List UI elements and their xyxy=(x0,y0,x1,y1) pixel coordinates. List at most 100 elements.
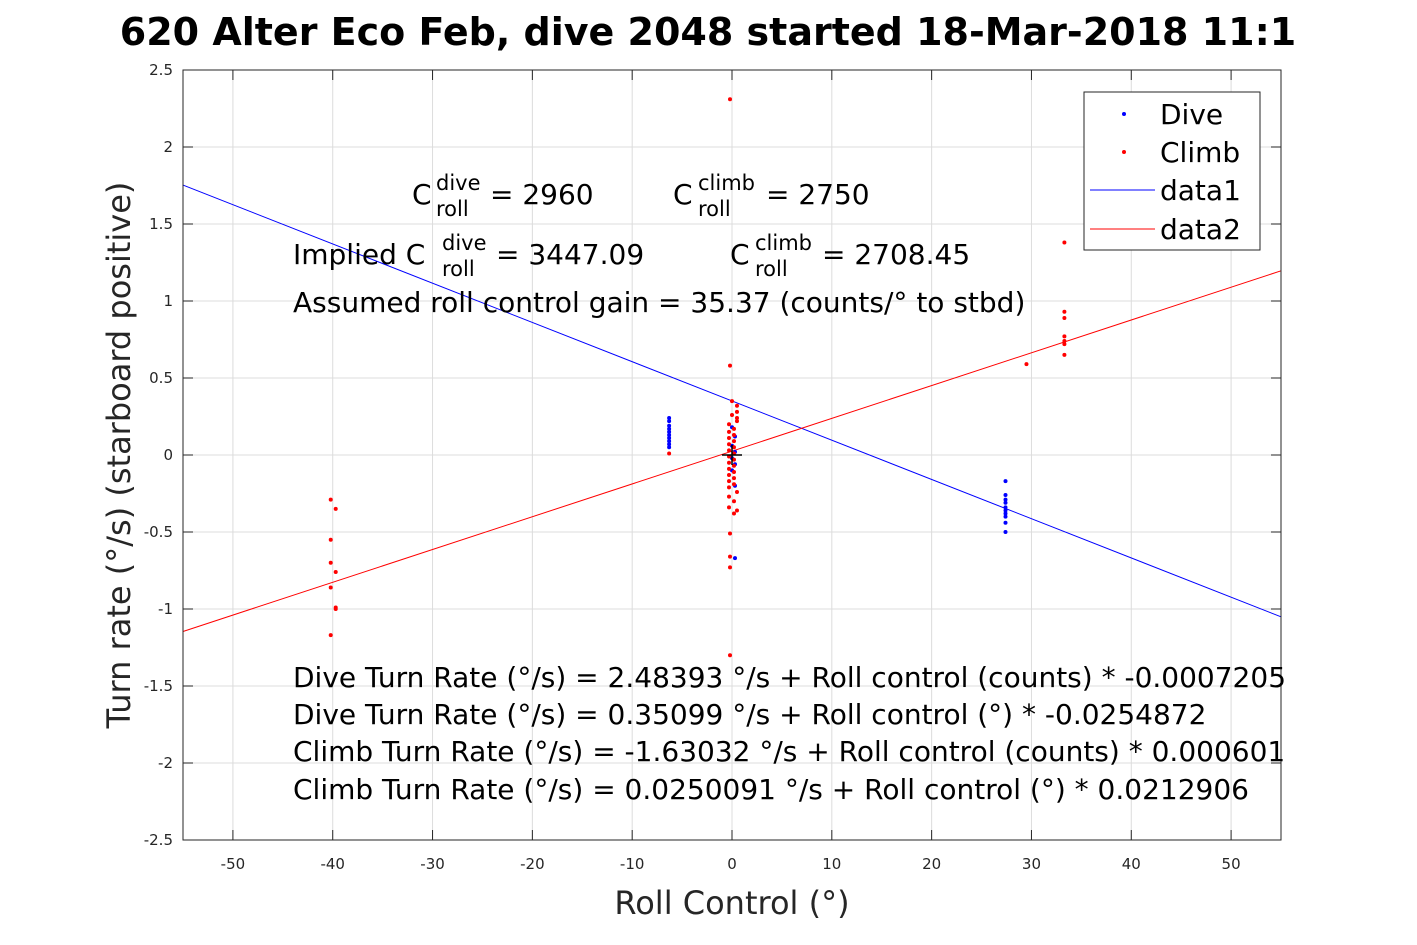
data-point-climb xyxy=(727,436,732,441)
x-tick-label: -10 xyxy=(620,855,645,873)
data-point-climb xyxy=(1062,240,1067,245)
c-roll-dive-sub: roll xyxy=(436,197,469,221)
y-tick-label: -2 xyxy=(158,754,173,772)
data-point-climb xyxy=(328,633,333,638)
chart-title: 620 Alter Eco Feb, dive 2048 started 18-… xyxy=(120,10,1296,54)
c-roll-dive-sup: dive xyxy=(436,171,481,195)
data-point-climb xyxy=(333,506,338,511)
data-point-climb xyxy=(734,416,739,421)
data-point-climb xyxy=(727,466,732,471)
data-point-climb xyxy=(727,460,732,465)
x-tick-label: -30 xyxy=(420,855,445,873)
data-point-climb xyxy=(730,412,734,417)
data-point-dive xyxy=(667,436,672,441)
data-point-dive xyxy=(667,416,672,421)
data-point-climb xyxy=(333,607,338,611)
data-point-climb xyxy=(734,419,739,424)
y-tick-label: -2.5 xyxy=(144,831,173,849)
x-tick-label: 50 xyxy=(1222,855,1241,873)
equation-climb-counts: Climb Turn Rate (°/s) = -1.63032 °/s + R… xyxy=(293,735,1285,768)
c-roll-climb-annotation: C climb roll = 2750 xyxy=(673,164,870,223)
data-point-dive xyxy=(667,426,672,431)
c-roll-climb-base: C xyxy=(673,178,693,211)
data-point-climb xyxy=(1024,362,1029,367)
data-point-climb xyxy=(734,508,739,513)
implied-dive-value: = 3447.09 xyxy=(496,238,644,271)
data-point-climb xyxy=(728,554,733,559)
data-point-climb xyxy=(1062,309,1067,314)
data-point-dive xyxy=(667,439,672,444)
data-point-climb xyxy=(1062,342,1067,347)
data-point-climb xyxy=(731,511,736,516)
x-tick-label: 20 xyxy=(922,855,941,873)
data-point-climb xyxy=(728,531,733,536)
data-point-climb xyxy=(731,445,736,450)
data-point-dive xyxy=(732,556,737,561)
x-tick-label: 30 xyxy=(1022,855,1041,873)
axis-ticks: -50 -40 -30 -20 -10 0 10 20 30 40 50-2.5-2-1.5-1-0… xyxy=(144,61,1281,873)
c-roll-dive-value: = 2960 xyxy=(490,178,594,211)
data-point-dive xyxy=(1003,508,1008,513)
y-tick-label: -1 xyxy=(158,600,173,618)
data-point-climb xyxy=(328,497,333,502)
data-point-dive xyxy=(1003,479,1008,484)
equation-climb-degrees: Climb Turn Rate (°/s) = 0.0250091 °/s + … xyxy=(293,773,1249,806)
data-point-dive xyxy=(1003,514,1008,519)
data-point-dive xyxy=(667,445,672,450)
legend-dive-label: Dive xyxy=(1160,98,1223,131)
plot-frame xyxy=(182,69,1282,841)
implied-dive-sup: dive xyxy=(442,231,487,255)
roll-gain-annotation: Assumed roll control gain = 35.37 (count… xyxy=(293,286,1025,319)
data-point-climb xyxy=(727,473,732,478)
data-point-climb xyxy=(734,403,739,408)
data-point-climb xyxy=(728,565,733,570)
y-tick-label: 1.5 xyxy=(149,215,173,233)
data-point-dive xyxy=(667,423,672,428)
implied-dive-prefix: Implied C xyxy=(293,238,425,271)
data-point-climb xyxy=(328,537,333,542)
data-point-climb xyxy=(731,463,736,468)
data-point-climb xyxy=(730,399,734,404)
data-point-climb xyxy=(1062,352,1067,357)
x-tick-label: 10 xyxy=(822,855,841,873)
equation-dive-counts: Dive Turn Rate (°/s) = 2.48393 °/s + Rol… xyxy=(293,661,1286,694)
c-roll-climb-value: = 2750 xyxy=(766,178,870,211)
x-axis-label: Roll Control (°) xyxy=(614,884,849,922)
data-point-dive xyxy=(1003,493,1008,498)
data-point-dive xyxy=(1003,505,1008,510)
data-point-climb xyxy=(727,479,732,484)
x-tick-label: 0 xyxy=(727,855,737,873)
c-roll-climb-sup: climb xyxy=(698,171,755,195)
y-axis-label: Turn rate (°/s) (starboard positive) xyxy=(100,182,138,730)
data-point-climb xyxy=(1062,334,1067,339)
data-point-dive xyxy=(667,429,672,434)
data-point-dive xyxy=(1003,520,1008,525)
data-point-dive xyxy=(1003,530,1008,534)
y-tick-label: -0.5 xyxy=(144,523,173,541)
y-tick-label: -1.5 xyxy=(144,677,173,695)
c-roll-dive-base: C xyxy=(412,178,432,211)
data-point-climb xyxy=(731,499,736,504)
data-point-dive xyxy=(667,419,672,424)
data-point-climb xyxy=(328,560,333,565)
data-point-climb xyxy=(727,442,732,447)
implied-dive-sub: roll xyxy=(442,257,475,281)
implied-climb-sup: climb xyxy=(755,231,812,255)
data-point-climb xyxy=(1062,315,1067,320)
data-point-climb xyxy=(727,448,732,453)
legend: Dive Climb data1 data2 xyxy=(1083,91,1261,251)
data-point-climb xyxy=(731,439,736,444)
y-tick-label: 0 xyxy=(163,446,173,464)
y-tick-label: 2.5 xyxy=(149,61,173,79)
data-point-dive xyxy=(1003,497,1008,502)
c-roll-climb-sub: roll xyxy=(698,197,731,221)
data-point-climb xyxy=(731,426,736,431)
x-tick-label: -50 xyxy=(221,855,246,873)
data-point-climb xyxy=(328,585,333,590)
data-point-climb xyxy=(731,457,736,462)
implied-climb-annotation: C climb roll = 2708.45 xyxy=(730,224,970,283)
data-point-climb xyxy=(1062,339,1067,344)
data-point-dive xyxy=(667,432,672,437)
x-tick-label: -20 xyxy=(520,855,545,873)
